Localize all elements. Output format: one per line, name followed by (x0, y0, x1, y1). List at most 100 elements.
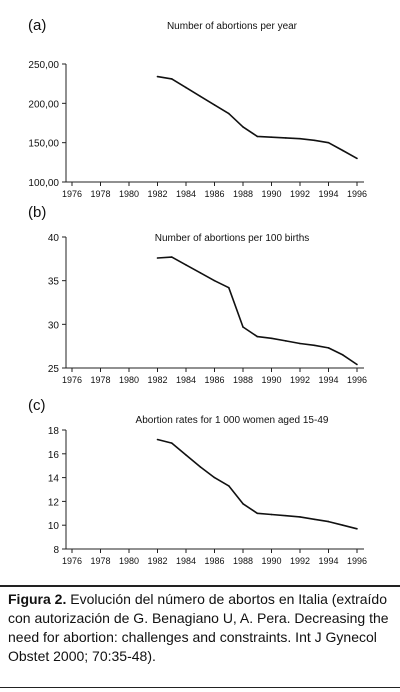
x-tick-label: 1980 (119, 189, 139, 199)
data-point (156, 75, 159, 78)
chart-title: Number of abortions per 100 births (155, 233, 310, 244)
data-point (327, 347, 330, 349)
series-line (157, 256, 358, 366)
data-point (213, 104, 216, 106)
x-tick-label: 1996 (347, 375, 367, 385)
x-tick-label: 1978 (90, 556, 110, 566)
data-point (199, 272, 202, 274)
x-tick-label: 1976 (62, 189, 82, 199)
data-point (327, 141, 330, 144)
x-tick-label: 1992 (290, 189, 310, 199)
y-tick-label: 12 (48, 497, 60, 508)
data-point (156, 438, 159, 441)
data-point (285, 514, 287, 517)
panel-label: (b) (28, 204, 46, 221)
y-tick-label: 30 (48, 320, 60, 331)
y-tick-label: 8 (53, 545, 59, 556)
x-tick-label: 1996 (347, 556, 367, 566)
data-point (256, 135, 259, 138)
x-tick-label: 1986 (204, 556, 224, 566)
series-line (157, 75, 358, 160)
data-point (171, 442, 173, 444)
data-point (270, 513, 273, 516)
x-tick-label: 1994 (318, 556, 338, 566)
data-point (327, 520, 330, 523)
x-tick-label: 1976 (62, 556, 82, 566)
panel-label: (c) (28, 397, 46, 414)
series-line (157, 438, 358, 530)
y-tick-label: 150,00 (28, 139, 59, 150)
y-tick-label: 14 (48, 474, 60, 485)
y-tick-label: 200,00 (28, 99, 59, 110)
panel-label: (a) (28, 17, 46, 34)
x-tick-label: 1980 (119, 375, 139, 385)
x-tick-label: 1982 (147, 375, 167, 385)
data-point (185, 86, 187, 89)
data-point (299, 516, 301, 518)
x-tick-label: 1980 (119, 556, 139, 566)
data-point (356, 528, 358, 530)
data-point (313, 344, 316, 347)
chart-title: Number of abortions per year (167, 21, 298, 32)
data-point (242, 126, 244, 128)
data-point (242, 326, 244, 328)
data-point (342, 524, 344, 526)
x-tick-label: 1982 (147, 189, 167, 199)
data-point (185, 264, 187, 266)
caption-top-rule (0, 585, 400, 587)
x-tick-label: 1984 (176, 556, 196, 566)
data-point (299, 342, 301, 345)
data-point (356, 363, 358, 366)
x-tick-label: 1996 (347, 189, 367, 199)
data-point (213, 476, 216, 479)
figure-charts: (a) Number of abortions per year 250,00 200… (28, 17, 367, 566)
y-tick-label: 35 (48, 277, 60, 288)
figure-caption: Figura 2. Evolución del número de aborto… (8, 590, 392, 666)
data-point (199, 95, 202, 98)
data-point (228, 286, 230, 289)
caption-text: Evolución del número de abortos en Itali… (8, 591, 389, 664)
x-tick-label: 1984 (176, 189, 196, 199)
x-tick-label: 1992 (290, 556, 310, 566)
x-tick-label: 1986 (204, 189, 224, 199)
data-point (342, 149, 344, 152)
x-tick-label: 1982 (147, 556, 167, 566)
data-point (342, 354, 344, 356)
x-tick-label: 1978 (90, 189, 110, 199)
data-point (256, 512, 259, 515)
data-point (213, 279, 216, 282)
y-tick-label: 16 (48, 450, 60, 461)
x-tick-label: 1994 (318, 375, 338, 385)
data-point (313, 518, 316, 521)
x-tick-label: 1990 (261, 375, 281, 385)
data-point (256, 335, 259, 338)
x-tick-label: 1994 (318, 189, 338, 199)
data-point (313, 139, 316, 142)
y-tick-label: 250,00 (28, 60, 59, 71)
data-point (185, 454, 187, 456)
y-tick-label: 100,00 (28, 178, 59, 189)
data-point (270, 337, 273, 340)
data-point (356, 157, 358, 160)
x-tick-label: 1978 (90, 375, 110, 385)
x-tick-label: 1990 (261, 189, 281, 199)
x-tick-label: 1988 (233, 375, 253, 385)
data-point (156, 257, 159, 259)
chart-title: Abortion rates for 1 000 women aged 15-4… (136, 415, 329, 426)
y-tick-label: 40 (48, 233, 60, 244)
y-tick-label: 18 (48, 426, 60, 437)
data-point (285, 137, 287, 139)
y-tick-label: 10 (48, 521, 60, 532)
x-tick-label: 1976 (62, 375, 82, 385)
caption-bottom-rule (0, 687, 400, 688)
caption-label: Figura 2. (8, 591, 67, 607)
data-point (171, 78, 173, 80)
x-tick-label: 1984 (176, 375, 196, 385)
x-tick-label: 1988 (233, 189, 253, 199)
data-point (228, 485, 230, 487)
x-tick-label: 1992 (290, 375, 310, 385)
x-tick-label: 1986 (204, 375, 224, 385)
data-point (299, 137, 301, 140)
x-tick-label: 1990 (261, 556, 281, 566)
